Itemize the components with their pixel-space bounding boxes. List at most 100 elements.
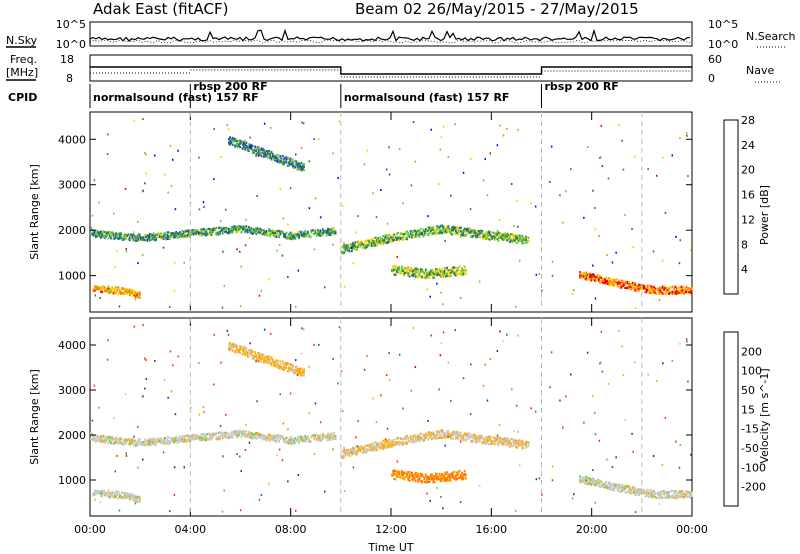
velocity-cell [636, 491, 639, 494]
velocity-cell [432, 476, 435, 479]
velocity-cell [649, 496, 652, 499]
power-cell [434, 229, 437, 232]
power-cell [271, 234, 274, 237]
power-cell [127, 238, 130, 241]
velocity-cell [138, 440, 141, 443]
velocity-cell [619, 486, 622, 489]
velocity-cell [362, 448, 364, 451]
power-cell [148, 239, 151, 242]
power-cell [487, 231, 490, 234]
velocity-cell [265, 359, 268, 362]
velocity-cell [506, 443, 509, 446]
velocity-cell [493, 438, 496, 441]
power-cell [259, 148, 262, 151]
velocity-cell [125, 438, 127, 441]
velocity-cell [649, 493, 652, 496]
power-cell [280, 157, 283, 160]
power-cell [423, 273, 426, 276]
velocity-cell [102, 440, 105, 443]
velocity-cell [653, 490, 655, 493]
velocity-cell [500, 437, 502, 440]
power-speckle [203, 206, 205, 208]
power-cell [290, 231, 293, 234]
velocity-cell [132, 442, 135, 445]
velocity-cell [169, 441, 171, 444]
power-cell [147, 234, 150, 237]
velocity-cell [599, 480, 601, 483]
velocity-cell [501, 442, 504, 445]
velocity-cell [98, 491, 101, 495]
velocity-cell [268, 433, 270, 436]
power-cell [140, 236, 142, 239]
power-cell [618, 285, 620, 288]
velocity-cell [228, 432, 230, 435]
power-cell [462, 272, 465, 275]
velocity-cell [265, 436, 268, 440]
power-cell [501, 233, 504, 236]
velocity-cell [518, 441, 521, 444]
power-cell [455, 272, 457, 275]
power-cell [238, 226, 240, 229]
power-cell [488, 231, 491, 234]
velocity-cell [186, 434, 189, 437]
power-cell [441, 269, 443, 272]
power-cell [290, 161, 293, 164]
power-cell [340, 245, 343, 248]
power-cell [354, 241, 357, 244]
power-speckle [332, 152, 334, 155]
power-cell [468, 231, 471, 234]
velocity-cell [204, 437, 206, 440]
power-cell [112, 287, 115, 290]
velocity-cell [444, 472, 447, 475]
power-cell [620, 279, 623, 282]
power-cell [260, 155, 263, 158]
velocity-cell [463, 470, 466, 473]
power-cell [95, 285, 97, 288]
power-cell [451, 226, 453, 229]
power-cell [518, 234, 521, 237]
power-cell [506, 235, 509, 238]
power-cell [411, 270, 413, 273]
velocity-cell [273, 362, 275, 365]
power-cell [516, 234, 519, 237]
velocity-cell [624, 487, 627, 490]
velocity-cell [320, 437, 323, 440]
power-speckle [240, 265, 242, 268]
velocity-cell [434, 474, 437, 477]
velocity-cell [462, 436, 465, 439]
velocity-cell [251, 350, 254, 353]
power-cell [347, 244, 349, 247]
velocity-cell [621, 485, 624, 489]
velocity-cell [434, 434, 437, 437]
velocity-cell [260, 360, 263, 363]
velocity-cell [452, 430, 455, 433]
power-cell [590, 277, 593, 280]
velocity-cell [648, 491, 650, 495]
velocity-cell [138, 498, 141, 501]
velocity-cell [332, 435, 334, 438]
power-cell [154, 239, 156, 242]
power-cell [443, 229, 446, 232]
velocity-cell [650, 492, 653, 495]
velocity-cell [456, 474, 458, 477]
power-cell [423, 276, 426, 279]
power-cell [162, 237, 165, 240]
power-cell [344, 247, 347, 250]
velocity-cell [239, 432, 241, 435]
velocity-cell [254, 351, 257, 354]
power-cell [460, 233, 462, 237]
velocity-cell [230, 344, 233, 347]
velocity-cell [268, 359, 270, 362]
power-cell [241, 228, 244, 231]
power-cell [288, 237, 290, 240]
power-cell [512, 239, 515, 242]
velocity-cell [442, 478, 445, 481]
power-cell [118, 289, 121, 292]
velocity-cell [653, 493, 655, 496]
velocity-cell [130, 495, 132, 498]
power-speckle [499, 124, 501, 127]
velocity-cell [314, 436, 317, 439]
velocity-cell [610, 488, 613, 491]
power-cell [350, 249, 353, 253]
velocity-cell [235, 349, 238, 353]
